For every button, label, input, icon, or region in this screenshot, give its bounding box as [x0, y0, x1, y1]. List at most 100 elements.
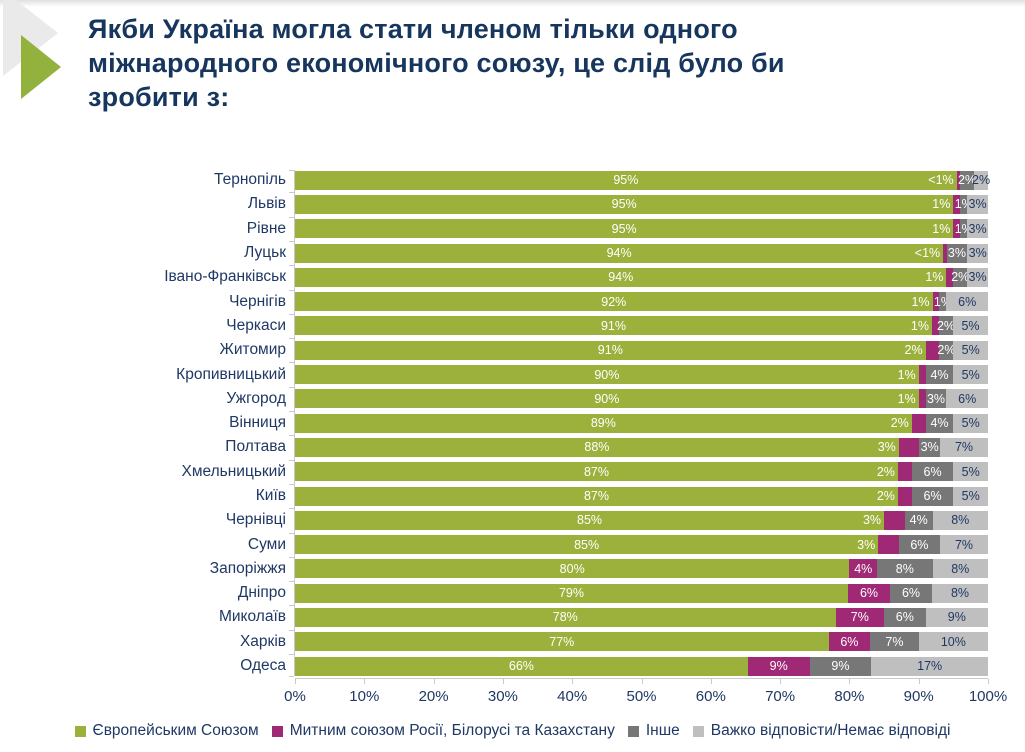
y-axis-tick	[289, 265, 294, 267]
bar-track: 87% 2% 6% 5%	[295, 462, 988, 482]
bar-segment-2	[835, 607, 885, 627]
segment-value-label: 6%	[910, 537, 929, 552]
bar-segment-3	[925, 413, 954, 433]
y-axis-tick	[289, 532, 294, 534]
x-axis-tick-label: 100%	[968, 688, 1008, 706]
category-label: Тернопіль	[214, 171, 286, 189]
legend-swatch-icon	[692, 725, 704, 737]
category-label: Запоріжжя	[209, 559, 286, 577]
chart-row: Одеса 66% 9% 9% 17%	[0, 654, 1003, 678]
x-axis-tick-label: 80%	[834, 688, 865, 706]
bar-segment-4	[932, 510, 988, 530]
segment-value-label: 7%	[850, 610, 869, 625]
category-label: Рівне	[246, 219, 286, 237]
legend-item: Митним союзом Росії, Білорусі та Казахст…	[271, 722, 615, 740]
bar-segment-2	[747, 656, 810, 676]
segment-value-label: 3%	[926, 391, 946, 406]
bar-segment-2	[918, 389, 926, 409]
bar-segment-4	[967, 194, 988, 214]
bar-track: 92% 1% 1% 6%	[295, 292, 988, 312]
bar-segment-4	[925, 607, 988, 627]
segment-value-label: 9%	[947, 610, 966, 625]
x-axis-tick-label: 10%	[349, 688, 380, 706]
chart-row: Київ 87% 2% 6% 5%	[0, 484, 1003, 508]
segment-value-label: 3%	[968, 221, 987, 236]
chart-row: Житомир 91% 2% 2% 5%	[0, 338, 1003, 362]
bar-segment-4	[918, 632, 988, 652]
segment-value-label: 2%	[937, 342, 956, 357]
segment-value-label: 2%	[971, 172, 991, 187]
x-axis-tick	[780, 679, 782, 685]
bar-segment-1	[295, 437, 899, 457]
top-gradient-band	[0, 0, 1025, 7]
bar-segment-3	[925, 389, 947, 409]
category-label: Ужгород	[226, 389, 286, 407]
segment-value-label: 1%	[911, 294, 930, 309]
x-axis: 0% 10% 20% 30% 40% 50% 60% 70% 80% 90% 100%	[284, 678, 1007, 713]
segment-value-label: 2%	[876, 464, 895, 479]
segment-value-label: 17%	[917, 658, 943, 673]
chart-row: Луцьк 94% <1% 3% 3%	[0, 241, 1003, 265]
y-axis-tick	[289, 170, 294, 171]
segment-value-label: 66%	[508, 658, 534, 673]
y-axis-tick	[289, 508, 294, 510]
bar-track: 94% 1% 2% 3%	[295, 267, 988, 287]
bar-segment-2	[956, 170, 961, 190]
chart-row: Миколаїв 78% 7% 6% 9%	[0, 605, 1003, 629]
category-label: Миколаїв	[218, 608, 286, 626]
bar-segment-1	[295, 462, 898, 482]
chart-row: Хмельницький 87% 2% 6% 5%	[0, 460, 1003, 484]
chart-row: Львів 95% 1% 1% 3%	[0, 192, 1003, 216]
category-label: Вінниця	[229, 414, 286, 432]
bar-segment-2	[953, 219, 961, 239]
bar-segment-4	[946, 292, 988, 312]
category-label: Полтава	[225, 438, 286, 456]
bar-segment-1	[295, 316, 932, 336]
y-axis-tick	[289, 435, 294, 437]
bar-segment-2	[953, 194, 961, 214]
bar-segment-4	[939, 437, 988, 457]
y-axis-tick	[289, 629, 294, 631]
bar-segment-3	[904, 510, 933, 530]
bar-track: 77% 6% 7% 10%	[295, 632, 988, 652]
y-axis-tick	[289, 605, 294, 607]
segment-value-label: 6%	[923, 464, 942, 479]
y-axis-tick	[289, 192, 294, 194]
bar-segment-1	[295, 340, 926, 360]
bar-track: 80% 4% 8% 8%	[295, 559, 988, 579]
y-axis-tick	[289, 240, 294, 242]
segment-value-label: 91%	[597, 342, 623, 357]
bar-segment-1	[295, 292, 933, 312]
bar-segment-2	[918, 365, 926, 385]
segment-value-label: 3%	[920, 440, 939, 455]
bar-segment-4	[953, 462, 988, 482]
chart-row: Чернівці 85% 3% 4% 8%	[0, 508, 1003, 532]
x-axis-tick	[988, 679, 989, 685]
bar-segment-3	[925, 365, 954, 385]
y-axis-tick	[289, 313, 294, 315]
segment-value-label: 91%	[600, 318, 627, 333]
y-axis-tick	[289, 483, 294, 485]
bar-segment-1	[295, 267, 947, 287]
x-axis-tick-label: 20%	[418, 688, 449, 706]
bar-track: 90% 1% 3% 6%	[295, 389, 988, 409]
bar-track: 95% 1% 1% 3%	[295, 194, 988, 214]
segment-value-label: 92%	[601, 294, 627, 309]
segment-value-label: 9%	[831, 658, 850, 673]
y-axis-tick	[289, 338, 294, 340]
category-label: Івано-Франківськ	[164, 268, 286, 286]
bar-segment-3	[884, 607, 926, 627]
segment-value-label: 7%	[885, 634, 904, 649]
segment-value-label: 5%	[961, 464, 980, 479]
segment-value-label: 5%	[961, 415, 980, 430]
category-label: Львів	[247, 195, 286, 213]
bar-track: 66% 9% 9% 17%	[295, 656, 988, 676]
segment-value-label: 8%	[951, 513, 970, 528]
x-axis-tick-label: 70%	[765, 688, 796, 706]
x-axis-tick	[433, 679, 435, 685]
bar-segment-1	[295, 510, 885, 530]
segment-value-label: 4%	[930, 367, 949, 382]
x-axis-tick-label: 0%	[284, 688, 306, 706]
segment-value-label: 88%	[584, 440, 610, 455]
bar-segment-1	[295, 170, 957, 190]
